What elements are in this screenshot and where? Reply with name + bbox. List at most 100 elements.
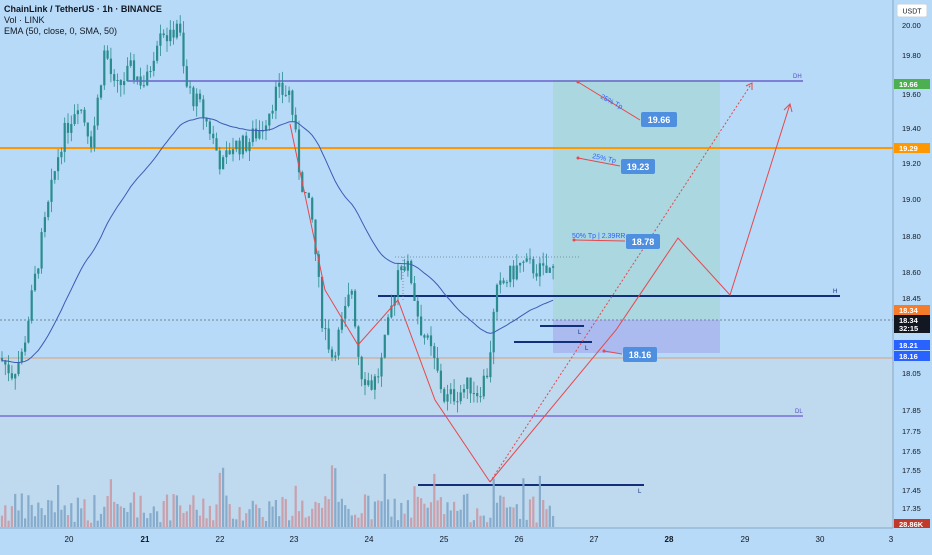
volume-bar [106, 496, 109, 527]
candle-body [453, 389, 456, 402]
candle-body [86, 122, 89, 137]
candle-body [288, 90, 291, 95]
candle-body [525, 258, 528, 262]
volume-bar [185, 511, 188, 527]
volume-bar [443, 514, 446, 527]
volume-bar [24, 518, 27, 527]
candle-body [113, 74, 116, 81]
price-axis[interactable] [893, 0, 932, 550]
volume-bar [43, 515, 46, 527]
candle-body [33, 273, 37, 291]
candle-body [519, 262, 522, 266]
plot-area[interactable] [0, 0, 893, 528]
volume-bar [297, 511, 301, 527]
volume-bar [264, 520, 268, 527]
candle-body [317, 254, 320, 277]
chart-legend: ChainLink / TetherUS · 1h · BINANCE Vol … [4, 4, 162, 37]
date-tick-label: 20 [65, 535, 74, 544]
tp1-box[interactable] [641, 112, 677, 127]
candle-body [486, 375, 489, 378]
ema-indicator-label[interactable]: EMA (50, close, 0, SMA, 50) [4, 26, 118, 36]
candle-body [106, 50, 109, 59]
volume-bar [165, 494, 169, 527]
candle-body [545, 265, 548, 273]
volume-bar [512, 507, 515, 527]
volume-bar [509, 506, 512, 527]
currency-badge[interactable] [896, 3, 928, 18]
candle-body [472, 393, 475, 395]
candle-body [307, 192, 310, 198]
tp2-dot [576, 156, 580, 160]
l3-label: L [638, 489, 642, 495]
volume-bar [538, 475, 541, 527]
candle-body [109, 58, 112, 75]
candle-body [344, 305, 347, 319]
price-badge-label: 18.21 [899, 341, 918, 350]
volume-bar [271, 506, 274, 527]
candle-body [456, 401, 459, 403]
candle-body [548, 267, 551, 273]
volume-bar [403, 513, 406, 527]
price-badge [894, 143, 930, 153]
volume-bar [436, 500, 439, 527]
candle-body [354, 290, 357, 327]
candle-body [139, 76, 142, 86]
volume-bar [109, 479, 112, 527]
candle-body [245, 135, 248, 152]
price-badge [894, 305, 930, 315]
date-tick-label: 3 [889, 535, 894, 544]
sl-leader [603, 350, 623, 355]
price-tick-label: 17.35 [902, 504, 921, 513]
date-ticks: 20 21 22 23 24 25 26 27 28 29 30 3 [65, 535, 894, 544]
symbol-title[interactable]: ChainLink / TetherUS · 1h · BINANCE [4, 4, 162, 14]
volume-bar [255, 504, 258, 527]
candle-body [403, 266, 406, 271]
tp3-box[interactable] [626, 234, 660, 249]
candle-body [264, 125, 268, 132]
candle-body [198, 93, 202, 100]
volume-bar [60, 509, 63, 527]
price-tick-label: 17.45 [902, 486, 921, 495]
volume-bar [542, 499, 545, 527]
volume-bar [73, 521, 76, 527]
price-tick-label: 17.55 [902, 466, 921, 475]
date-tick-label: 25 [440, 535, 449, 544]
candle-body [337, 329, 340, 356]
candle-body [152, 60, 155, 71]
volume-indicator-label[interactable]: Vol · LINK [4, 15, 45, 25]
volume-bar [251, 500, 254, 527]
volume-bar [453, 501, 456, 527]
volume-bar [192, 495, 195, 527]
candle-body [179, 23, 182, 33]
volume-bar [350, 515, 353, 527]
tp2-box[interactable] [621, 159, 655, 174]
volume-bar [30, 504, 33, 527]
candle-body [469, 377, 472, 394]
candle-body [156, 45, 159, 61]
volume-bars [0, 465, 555, 527]
price-tick-label: 19.60 [902, 90, 921, 99]
candle-body [66, 122, 70, 133]
volume-bar [96, 520, 99, 527]
time-axis[interactable] [0, 528, 932, 550]
volume-bar [66, 515, 70, 527]
candle-body [284, 94, 287, 96]
candle-body [443, 389, 446, 402]
volume-bar [80, 508, 83, 527]
volume-bar [146, 518, 149, 527]
volume-bar [462, 494, 466, 527]
candle-body [195, 93, 198, 107]
sl-box[interactable] [623, 347, 657, 362]
volume-bar [446, 502, 449, 527]
candle-body [495, 284, 499, 312]
volume-bar [314, 501, 317, 527]
candlesticks [0, 15, 555, 413]
volume-bar [429, 502, 433, 527]
volume-bar [545, 509, 548, 527]
price-tick-label: 19.20 [902, 159, 921, 168]
candle-body [393, 296, 396, 306]
candle-body [83, 109, 86, 123]
price-badge-label: 18.34 [899, 306, 919, 315]
candle-body [367, 380, 370, 386]
